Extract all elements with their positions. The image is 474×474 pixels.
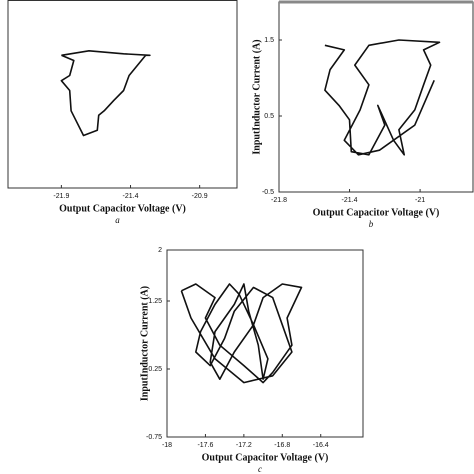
data-line — [180, 283, 303, 384]
x-tick-label: -21.9 — [53, 193, 69, 200]
x-tick-label: -16.8 — [274, 442, 290, 449]
x-tick-label: -16.4 — [313, 442, 329, 449]
x-axis-label: Output Capacitor Voltage (V) — [202, 452, 329, 463]
y-tick-label: -0.5 — [262, 189, 274, 196]
panel-caption: a — [115, 215, 120, 225]
panel-caption: c — [258, 464, 262, 474]
y-tick-label: 1.25 — [148, 298, 162, 305]
y-tick-label: 2 — [158, 247, 162, 254]
x-tick-label: -21.4 — [123, 193, 139, 200]
x-tick-label: -17.6 — [197, 442, 213, 449]
x-axis-label: Output Capacitor Voltage (V) — [313, 207, 440, 218]
x-tick-label: -21.8 — [271, 197, 287, 204]
y-tick-label: -0.75 — [146, 434, 162, 441]
panel-caption: b — [369, 219, 374, 229]
x-tick-label: -20.9 — [192, 193, 208, 200]
y-tick-label: 1.5 — [264, 37, 274, 44]
y-axis-label: InputInductor Current (A) — [251, 39, 262, 154]
plot-frame — [278, 1, 474, 193]
x-tick-label: -18 — [162, 442, 172, 449]
x-tick-label: -21 — [415, 197, 425, 204]
plot-frame — [166, 249, 364, 438]
data-line — [324, 39, 441, 156]
x-axis-label: Output Capacitor Voltage (V) — [59, 203, 186, 214]
x-tick-label: -21.4 — [342, 197, 358, 204]
data-line — [60, 50, 151, 137]
plot-frame — [7, 0, 238, 189]
y-axis-label: InputInductor Current (A) — [139, 286, 150, 401]
x-tick-label: -17.2 — [236, 442, 252, 449]
y-tick-label: 0.25 — [148, 366, 162, 373]
y-tick-label: 0.5 — [264, 113, 274, 120]
